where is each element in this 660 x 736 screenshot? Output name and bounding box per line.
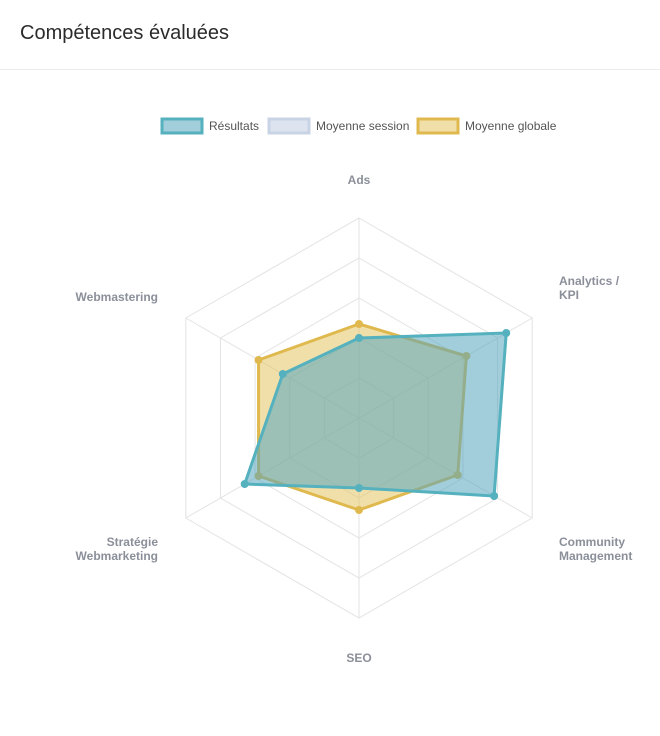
axis-label-line: Webmastering <box>76 290 158 304</box>
series-0-point-4 <box>240 480 249 488</box>
axis-label-line: Ads <box>348 173 371 187</box>
axis-label-line: KPI <box>559 288 579 302</box>
legend-swatch-0 <box>160 117 204 135</box>
series-2-point-0 <box>355 320 363 328</box>
series-0-point-1 <box>502 329 511 337</box>
axis-label-line: Stratégie <box>107 535 159 549</box>
axis-label-4: Stratégie Webmarketing <box>76 535 159 563</box>
axis-label-line: Management <box>559 549 632 563</box>
legend-swatch-1 <box>267 117 311 135</box>
axis-label-3: SEO <box>346 651 371 665</box>
legend-swatch-2 <box>416 117 460 135</box>
series-0-point-0 <box>355 334 363 342</box>
radar-chart-svg: Ads Analytics / KPI Community Management SEO S… <box>76 117 632 665</box>
series-0-point-3 <box>355 484 363 492</box>
series-0-point-5 <box>278 370 287 378</box>
legend-label-2: Moyenne globale <box>465 119 557 133</box>
axis-label-line: Analytics / <box>559 274 620 288</box>
series-2-point-3 <box>355 506 363 514</box>
axis-label-1: Analytics / KPI <box>559 274 620 302</box>
axis-label-line: Community <box>559 535 625 549</box>
axis-label-2: Community Management <box>559 535 632 563</box>
panel-header: Compétences évaluées <box>0 0 660 70</box>
axis-label-5: Webmastering <box>76 290 158 304</box>
axis-label-line: SEO <box>346 651 371 665</box>
legend-label-0: Résultats <box>209 119 259 133</box>
legend-label-1: Moyenne session <box>316 119 409 133</box>
axis-label-0: Ads <box>348 173 371 187</box>
series-2-point-5 <box>254 356 263 364</box>
radar-chart: Ads Analytics / KPI Community Management SEO S… <box>0 70 660 736</box>
axis-label-line: Webmarketing <box>76 549 158 563</box>
page-title: Compétences évaluées <box>20 22 230 44</box>
series-0-point-2 <box>490 492 499 500</box>
